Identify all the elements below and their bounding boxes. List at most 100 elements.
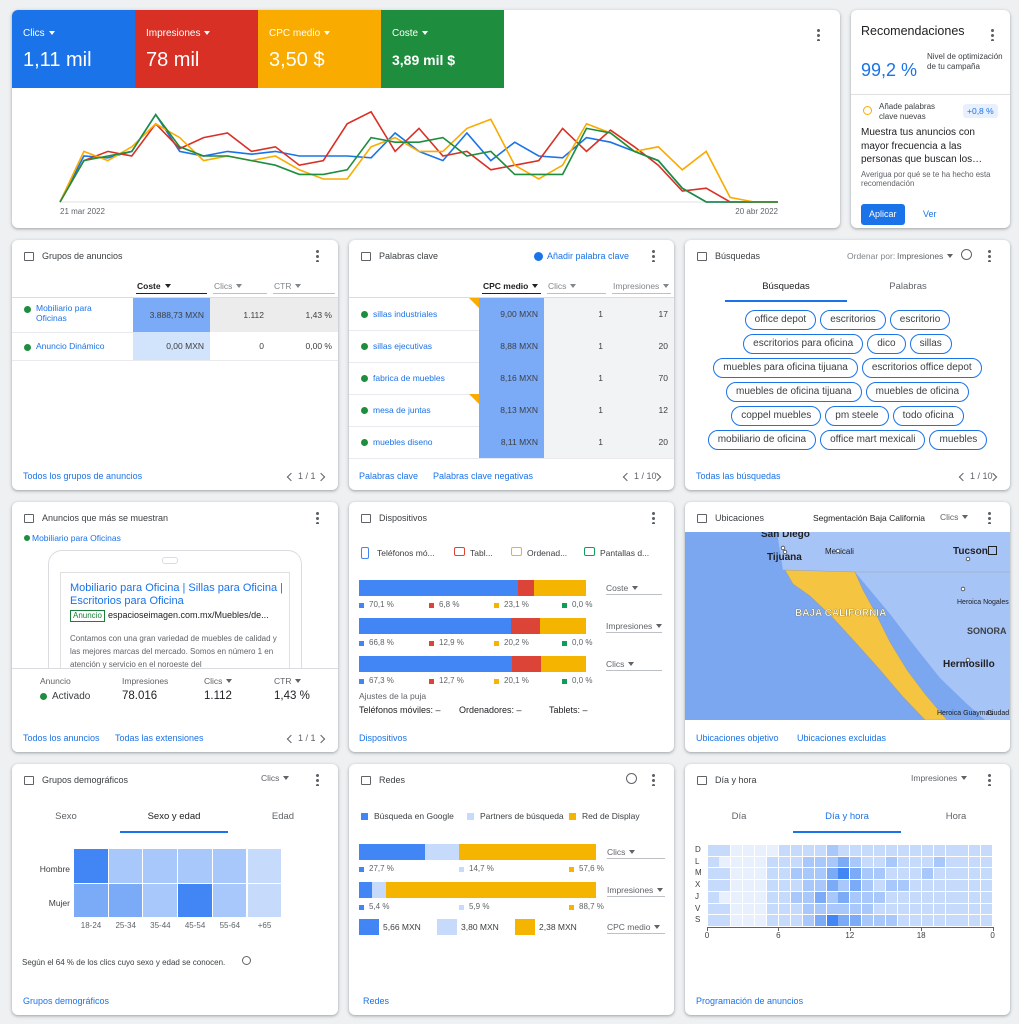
ad-group-name[interactable]: Mobiliario para Oficinas <box>36 303 92 324</box>
footer-link[interactable]: Ubicaciones excluidas <box>797 733 887 743</box>
fullscreen-button[interactable] <box>988 546 997 555</box>
footer-link[interactable]: Palabras clave <box>359 471 419 481</box>
metric-select[interactable]: Coste <box>606 583 638 593</box>
heatmap-cell <box>874 856 886 868</box>
menu-button[interactable] <box>316 249 319 262</box>
search-term-chip[interactable]: escritorio <box>889 310 951 330</box>
pager-prev[interactable] <box>286 472 296 482</box>
search-term-chip[interactable]: muebles de oficina tijuana <box>725 382 862 402</box>
footer-link[interactable]: Grupos demográficos <box>23 996 110 1006</box>
pager-prev[interactable] <box>958 472 968 482</box>
tab[interactable]: Edad <box>271 811 295 822</box>
metric-name[interactable]: Clics <box>23 28 55 40</box>
tab[interactable]: Hora <box>945 811 967 822</box>
metric-tile[interactable] <box>12 10 135 88</box>
keyword[interactable]: muebles diseno <box>373 437 433 447</box>
sort-select[interactable]: Impresiones <box>897 251 953 261</box>
tab[interactable]: Día <box>731 811 747 822</box>
search-term-chip[interactable]: escritorios office depot <box>861 358 982 378</box>
metric-name[interactable]: Coste <box>392 28 428 40</box>
menu-button[interactable] <box>988 511 991 524</box>
search-term-chip[interactable]: office depot <box>744 310 817 330</box>
footer-link[interactable]: Todas las extensiones <box>115 733 204 743</box>
menu-button[interactable] <box>988 249 991 262</box>
footer-link[interactable]: Todos los grupos de anuncios <box>23 471 143 481</box>
footer-link[interactable]: Todos los anuncios <box>23 733 100 743</box>
tab[interactable]: Palabras <box>889 281 927 292</box>
note: Según el 64 % de los clics cuyo sexo y e… <box>22 958 226 967</box>
stat-label[interactable]: Clics <box>204 676 232 686</box>
metric-tile[interactable] <box>258 10 381 88</box>
metric-select[interactable]: Impresiones <box>911 773 967 783</box>
search-term-chip[interactable]: dico <box>867 334 906 354</box>
column-header[interactable]: Coste <box>137 281 171 291</box>
search-term-chip[interactable]: muebles para oficina tijuana <box>713 358 858 378</box>
metric-select[interactable]: Clics <box>606 659 634 669</box>
column-header[interactable]: Clics <box>214 281 242 291</box>
apply-button[interactable]: Aplicar <box>861 204 905 225</box>
search-term-chip[interactable]: muebles de oficina <box>865 382 970 402</box>
metric-select[interactable]: Impresiones <box>607 885 663 895</box>
ad-group-link[interactable]: Mobiliario para Oficinas <box>32 533 121 543</box>
menu-button[interactable] <box>652 249 655 262</box>
row-label: Mujer <box>48 898 70 908</box>
column-header[interactable]: Clics <box>548 281 576 291</box>
tab[interactable]: Sexo <box>55 811 77 822</box>
heatmap-cell <box>814 880 826 891</box>
footer-link[interactable]: Dispositivos <box>359 733 408 743</box>
search-term-chip[interactable]: pm steele <box>825 406 889 426</box>
footer-link[interactable]: Palabras clave negativas <box>433 471 534 481</box>
metric-select[interactable]: CPC medio <box>607 922 660 932</box>
tab[interactable]: Día y hora <box>825 811 869 822</box>
metric-name[interactable]: Impresiones <box>146 28 210 40</box>
menu-button[interactable] <box>991 28 994 41</box>
add-keyword-link[interactable]: Añadir palabra clave <box>547 251 630 261</box>
menu-button[interactable] <box>652 511 655 524</box>
metric-tile[interactable] <box>135 10 258 88</box>
column-header[interactable]: CTR <box>274 281 301 291</box>
footer-link[interactable]: Ubicaciones objetivo <box>696 733 779 743</box>
ad-group-name[interactable]: Anuncio Dinámico <box>36 341 105 351</box>
footer-link[interactable]: Redes <box>363 996 390 1006</box>
select-underline <box>607 896 665 897</box>
cpc-value: 2,38 MXN <box>539 922 577 932</box>
keyword[interactable]: sillas ejecutivas <box>373 341 433 351</box>
search-term-chip[interactable]: coppel muebles <box>731 406 822 426</box>
pager-next[interactable] <box>316 472 326 482</box>
footer-link[interactable]: Programación de anuncios <box>696 996 804 1006</box>
menu-button[interactable] <box>316 511 319 524</box>
search-term-chip[interactable]: escritorios <box>820 310 886 330</box>
tab[interactable]: Búsquedas <box>762 281 810 292</box>
cost-cell <box>133 332 210 360</box>
search-term-chip[interactable]: mobiliario de oficina <box>707 430 817 450</box>
column-header[interactable]: CPC medio <box>483 281 538 291</box>
pager-prev[interactable] <box>622 472 632 482</box>
keyword[interactable]: sillas industriales <box>373 309 438 319</box>
search-term-chip[interactable]: escritorios para oficina <box>743 334 864 354</box>
search-term-chip[interactable]: sillas <box>909 334 952 354</box>
menu-button[interactable] <box>817 28 820 41</box>
heatmap-cell <box>707 915 719 926</box>
view-link[interactable]: Ver <box>923 209 937 219</box>
ad-headline[interactable]: Mobiliario para Oficina | Sillas para Of… <box>70 582 283 608</box>
metric-select[interactable]: Clics <box>261 773 289 783</box>
metric-select[interactable]: Clics <box>607 847 635 857</box>
footer-link[interactable]: Todas las búsquedas <box>696 471 781 481</box>
heatmap-cell <box>826 845 838 856</box>
metric-select[interactable]: Impresiones <box>606 621 662 631</box>
metric-tile[interactable] <box>381 10 504 88</box>
metric-select[interactable]: Clics <box>940 512 968 522</box>
search-term-chip[interactable]: muebles <box>929 430 988 450</box>
keyword[interactable]: fabrica de muebles <box>373 373 445 383</box>
stat-label[interactable]: CTR <box>274 676 301 686</box>
metric-name[interactable]: CPC medio <box>269 28 330 40</box>
menu-button[interactable] <box>652 773 655 786</box>
heatmap-cell <box>778 845 790 856</box>
keyword[interactable]: mesa de juntas <box>373 405 431 415</box>
search-term-chip[interactable]: office mart mexicali <box>820 430 926 450</box>
column-header[interactable]: Impresiones <box>613 281 669 291</box>
menu-button[interactable] <box>316 773 319 786</box>
menu-button[interactable] <box>988 773 991 786</box>
tab[interactable]: Sexo y edad <box>147 811 201 822</box>
search-term-chip[interactable]: todo oficina <box>892 406 964 426</box>
